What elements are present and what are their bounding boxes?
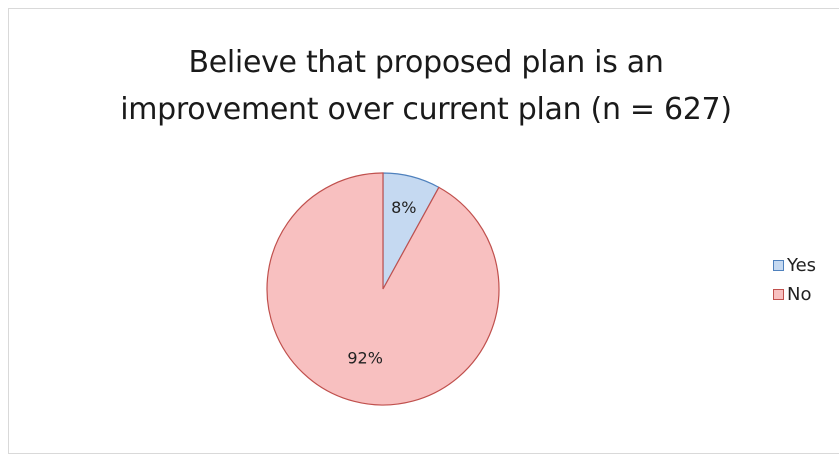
legend-swatch-yes (773, 260, 784, 271)
chart-title: Believe that proposed plan is an improve… (9, 39, 839, 133)
legend-swatch-no (773, 289, 784, 300)
legend-item-no: No (773, 280, 816, 309)
chart-title-line-1: Believe that proposed plan is an (188, 45, 664, 80)
chart-title-line-2: improvement over current plan (n = 627) (120, 92, 732, 127)
pie-data-labels: 8% 92% (347, 198, 416, 368)
legend: Yes No (773, 251, 816, 309)
legend-label-no: No (787, 284, 812, 305)
data-label-no: 92% (347, 349, 383, 368)
legend-label-yes: Yes (787, 255, 817, 276)
pie-slice-no (266, 172, 500, 406)
legend-item-yes: Yes (773, 251, 816, 280)
pie-slices (266, 172, 500, 406)
data-label-yes: 8% (391, 198, 416, 217)
